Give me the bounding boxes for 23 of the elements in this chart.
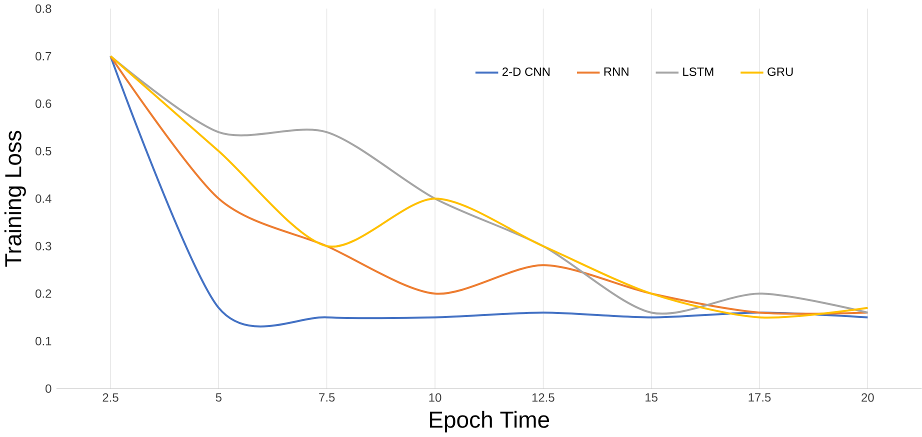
x-tick-label: 5 bbox=[216, 393, 222, 402]
y-tick-label: 0.4 bbox=[36, 194, 52, 203]
y-tick-label: 0.1 bbox=[36, 336, 52, 346]
y-tick-label: 0.7 bbox=[36, 52, 52, 60]
legend-label: RNN bbox=[604, 68, 628, 76]
x-tick-label: 15 bbox=[646, 393, 658, 402]
x-tick-label: 20 bbox=[862, 393, 874, 402]
legend-label: 2-D CNN bbox=[502, 68, 550, 76]
y-axis-title: Training Loss bbox=[4, 130, 26, 267]
x-tick-label: 2.5 bbox=[102, 393, 118, 402]
y-tick-label: 0 bbox=[46, 384, 52, 393]
legend-label: LSTM bbox=[683, 68, 714, 76]
y-tick-label: 0.6 bbox=[36, 99, 52, 108]
y-tick-label: 0.3 bbox=[36, 242, 52, 250]
x-tick-label: 10 bbox=[429, 393, 442, 402]
y-tick-label: 0.5 bbox=[36, 146, 52, 156]
y-tick-label: 0.8 bbox=[36, 4, 52, 14]
x-tick-label: 17.5 bbox=[748, 393, 771, 402]
x-tick-label: 7.5 bbox=[319, 393, 335, 402]
y-tick-label: 0.2 bbox=[36, 289, 52, 298]
legend-label: GRU bbox=[768, 68, 793, 76]
x-axis-title: Epoch Time bbox=[430, 411, 550, 432]
x-tick-label: 12.5 bbox=[532, 393, 554, 402]
